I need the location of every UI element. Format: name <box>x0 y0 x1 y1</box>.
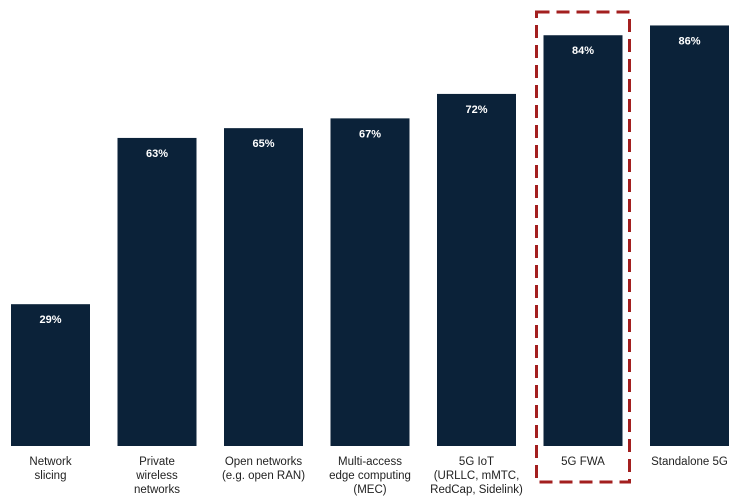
bar-value-label-3: 67% <box>359 128 381 140</box>
highlight-box <box>535 10 631 484</box>
category-label-3-line-2: (MEC) <box>353 484 386 496</box>
category-label-2-line-0: Open networks <box>225 456 303 468</box>
category-label-4-line-2: RedCap, Sidelink) <box>430 484 523 496</box>
category-label-1-line-0: Private <box>139 456 175 468</box>
category-label-6: Standalone 5G <box>651 456 728 468</box>
category-label-0-line-1: slicing <box>35 470 67 482</box>
bar-1 <box>117 137 197 446</box>
category-label-1-line-2: networks <box>134 484 180 496</box>
category-label-4-line-0: 5G IoT <box>459 456 494 468</box>
bar-value-label-6: 86% <box>678 35 700 47</box>
bar-0 <box>11 304 90 446</box>
category-label-5-line-0: 5G FWA <box>561 456 605 468</box>
category-label-1: Private wireless networks <box>134 456 180 496</box>
bar-2 <box>224 128 303 446</box>
bar-4 <box>437 93 516 447</box>
category-label-3: Multi-access edge computing (MEC) <box>329 456 411 496</box>
category-label-1-line-1: wireless <box>135 470 178 482</box>
bar-value-label-2: 65% <box>252 138 274 150</box>
category-label-6-line-0: Standalone 5G <box>651 456 728 468</box>
bar-value-label-5: 84% <box>572 45 594 57</box>
bar-3 <box>330 118 410 447</box>
bar-6 <box>650 25 729 447</box>
category-label-3-line-1: edge computing <box>329 470 411 482</box>
category-label-5: 5G FWA <box>561 456 605 468</box>
category-label-2-line-1: (e.g. open RAN) <box>222 470 305 482</box>
bar-value-label-0: 29% <box>39 314 61 326</box>
category-label-4-line-1: (URLLC, mMTC, <box>434 470 520 482</box>
bar-value-label-1: 63% <box>146 148 168 160</box>
category-label-4: 5G IoT (URLLC, mMTC, RedCap, Sidelink) <box>430 456 523 496</box>
bar-value-label-4: 72% <box>465 104 487 116</box>
category-label-3-line-0: Multi-access <box>338 456 402 468</box>
category-label-0-line-0: Network <box>29 456 71 468</box>
category-label-0: Network slicing <box>29 456 71 482</box>
category-label-2: Open networks (e.g. open RAN) <box>222 456 305 482</box>
bar-5 <box>543 35 623 447</box>
